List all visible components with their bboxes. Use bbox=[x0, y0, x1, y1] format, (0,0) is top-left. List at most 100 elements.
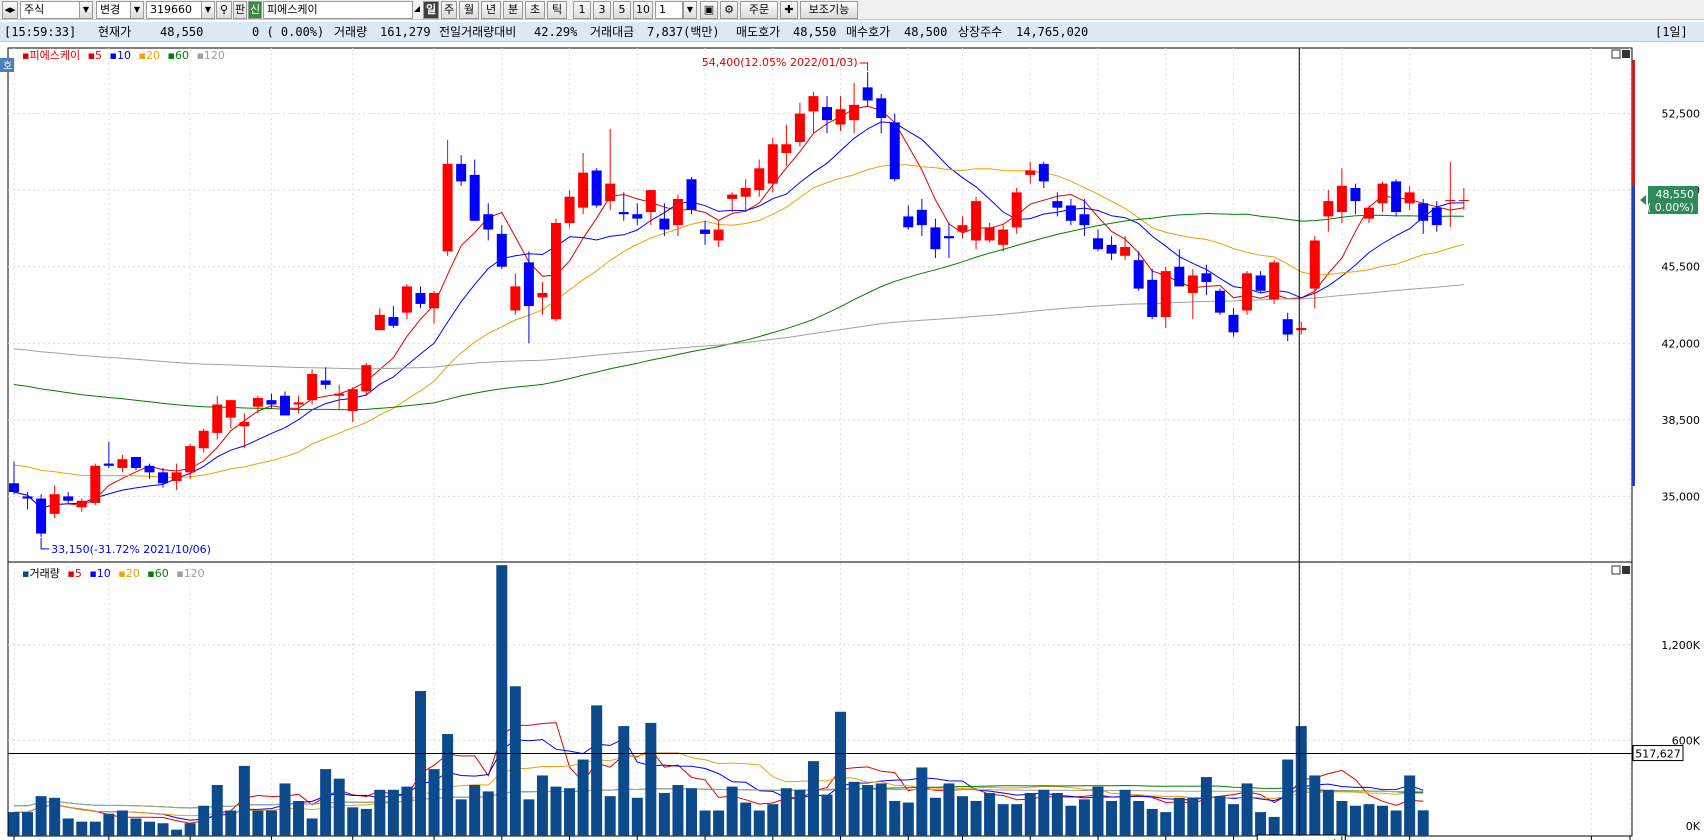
panel-toggle-icon[interactable] bbox=[0, 58, 14, 72]
x-tick-label: 15 bbox=[504, 838, 518, 840]
number-button-10[interactable]: 10 bbox=[633, 1, 653, 19]
candle-body bbox=[1269, 262, 1280, 300]
save-icon[interactable]: ▣ bbox=[700, 1, 718, 19]
number-button-1[interactable]: 1 bbox=[573, 1, 591, 19]
gear-icon[interactable]: ⚙ bbox=[720, 1, 738, 19]
volume-bar bbox=[1051, 792, 1063, 836]
candle-body bbox=[632, 214, 643, 219]
period-tab-3[interactable]: 년 bbox=[481, 1, 501, 19]
overlay: 517,627 48,550( 0.00%) 54,400(12.05% 2022/… bbox=[8, 48, 1698, 836]
candle-body bbox=[1214, 290, 1225, 313]
aux-function-button[interactable]: 보조기능 bbox=[800, 1, 858, 19]
volume-bar bbox=[929, 797, 941, 836]
volume-bar bbox=[1390, 810, 1402, 836]
volume-bar bbox=[1349, 805, 1361, 836]
volume-bar bbox=[1417, 810, 1429, 836]
volume-bar bbox=[144, 821, 155, 836]
stock-chart[interactable]: 35,00038,50042,00045,50049,00052,5000K60… bbox=[0, 44, 1704, 840]
candle-body bbox=[63, 496, 74, 501]
candle-body bbox=[916, 209, 927, 226]
crosshair-date-box bbox=[1256, 834, 1346, 840]
candle-body bbox=[49, 494, 60, 514]
candle-body bbox=[1106, 244, 1117, 254]
candle-body bbox=[727, 194, 738, 199]
period-tab-0[interactable]: 일 bbox=[423, 1, 439, 19]
x-tick-label: 08 bbox=[436, 838, 450, 840]
period-tab-4[interactable]: 분 bbox=[503, 1, 523, 19]
search-icon[interactable]: ⚲ bbox=[216, 1, 232, 19]
minimize-icon[interactable] bbox=[1611, 49, 1621, 59]
ma5-line bbox=[13, 105, 1464, 509]
volume-bar bbox=[713, 810, 725, 836]
number-button-5[interactable]: 5 bbox=[613, 1, 631, 19]
volume-bar bbox=[1078, 799, 1090, 836]
candle-body bbox=[564, 196, 575, 223]
x-tick-label: 29 bbox=[639, 838, 653, 840]
candle-body bbox=[781, 144, 792, 153]
volume-bar bbox=[1377, 805, 1389, 836]
pan-button[interactable]: 판 bbox=[233, 1, 247, 19]
mode-select[interactable]: 변경 bbox=[96, 1, 132, 19]
candle-body bbox=[1093, 238, 1103, 250]
candle-body bbox=[347, 389, 358, 412]
sin-badge[interactable]: 신 bbox=[248, 1, 262, 19]
period-tab-5[interactable]: 초 bbox=[525, 1, 545, 19]
candle-body bbox=[158, 472, 169, 484]
chevron-down-icon[interactable]: ▼ bbox=[79, 1, 93, 19]
candle-body bbox=[401, 286, 412, 313]
number-button-3[interactable]: 3 bbox=[593, 1, 611, 19]
x-tick-label: 13 bbox=[775, 838, 789, 840]
chevron-down-icon[interactable]: ▼ bbox=[130, 1, 144, 19]
nav-arrows-icon[interactable]: ◂▸ bbox=[2, 1, 18, 19]
candle-body bbox=[320, 380, 331, 385]
code-input[interactable]: 319660 bbox=[146, 1, 202, 19]
volume-bar bbox=[1092, 786, 1104, 836]
volume-bar bbox=[699, 810, 711, 836]
volume-bar bbox=[1363, 804, 1375, 836]
minimize-icon[interactable] bbox=[1611, 565, 1621, 575]
volume-bar bbox=[455, 799, 467, 836]
chevron-down-icon[interactable]: ▼ bbox=[201, 1, 215, 19]
candle-body bbox=[334, 393, 345, 396]
volume-bar bbox=[238, 765, 250, 836]
volume-bar bbox=[564, 788, 576, 836]
volume-tick-label: 1,200K bbox=[1661, 639, 1700, 652]
volume-bar bbox=[184, 823, 196, 836]
volume-bar bbox=[62, 818, 74, 836]
volume-bar bbox=[1146, 808, 1158, 836]
volume-bar bbox=[604, 796, 616, 836]
candle-body bbox=[551, 222, 561, 320]
candle-body bbox=[537, 292, 548, 298]
quote-time: [15:59:33] bbox=[4, 25, 77, 39]
order-button[interactable]: 주문 bbox=[740, 1, 778, 19]
volume-bar bbox=[726, 786, 738, 836]
period-tab-6[interactable]: 틱 bbox=[547, 1, 567, 19]
candle-body bbox=[442, 163, 453, 252]
x-tick-label: 20 bbox=[843, 838, 857, 840]
market-select[interactable]: 주식 bbox=[20, 1, 80, 19]
amount-value: 7,837(백만) bbox=[647, 25, 720, 39]
volume-bar bbox=[1268, 816, 1280, 836]
volume-bar bbox=[1160, 812, 1172, 836]
close-icon[interactable] bbox=[1622, 50, 1630, 58]
panel-toggle-label: 호 bbox=[3, 60, 12, 72]
volume-bar bbox=[374, 789, 386, 836]
volume-bar bbox=[103, 813, 115, 836]
volume-bar bbox=[401, 786, 413, 836]
chevron-down-icon[interactable]: ▼ bbox=[683, 1, 697, 19]
plus-icon[interactable]: ✚ bbox=[780, 1, 798, 19]
candle-body bbox=[374, 314, 385, 331]
count-input[interactable]: 1 bbox=[655, 1, 683, 19]
ask-value: 48,550 bbox=[793, 25, 837, 39]
period-tab-1[interactable]: 주 bbox=[441, 1, 457, 19]
close-icon[interactable] bbox=[1622, 566, 1630, 574]
price-tick-label: 38,500 bbox=[1662, 414, 1701, 427]
period-tab-2[interactable]: 월 bbox=[459, 1, 479, 19]
candle-body bbox=[22, 496, 33, 499]
volume-bar bbox=[1255, 812, 1267, 836]
x-tick-label: 2022/02/16 (수) bbox=[1258, 838, 1344, 840]
stock-name-field[interactable]: 피에스케이 bbox=[263, 1, 413, 19]
volume-bar bbox=[1065, 805, 1077, 836]
ma10-line bbox=[13, 121, 1464, 509]
candle-body bbox=[212, 404, 223, 433]
